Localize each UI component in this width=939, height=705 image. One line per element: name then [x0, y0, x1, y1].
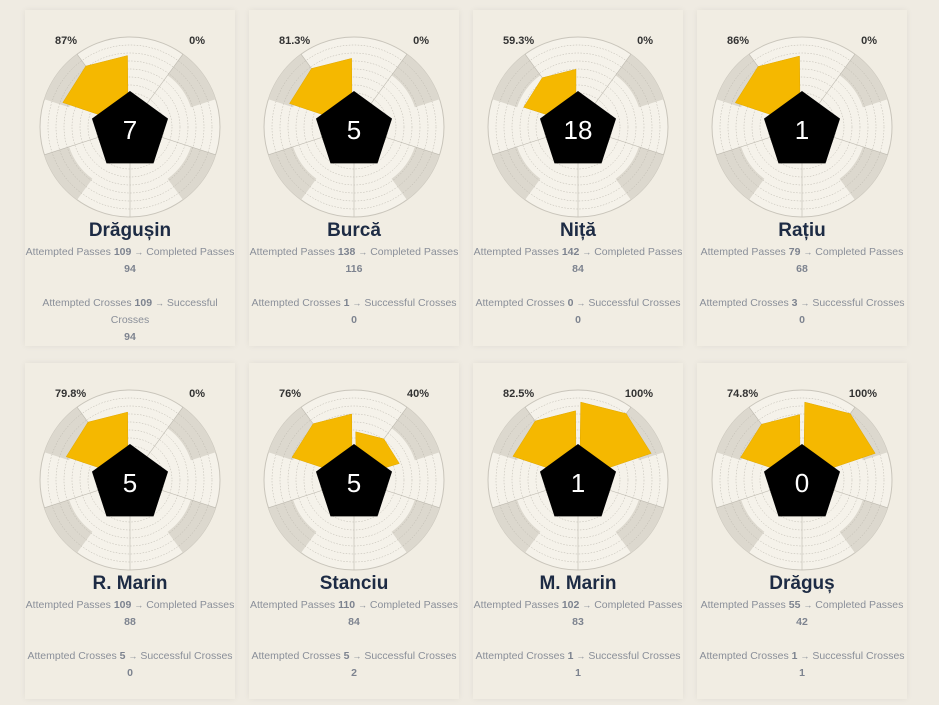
left-percentage: 74.8% — [727, 388, 759, 400]
passes-stat: Attempted Passes 110 → Completed Passes … — [249, 599, 459, 628]
passes-stat: Attempted Passes 138 → Completed Passes … — [249, 246, 459, 275]
player-name: Rațiu — [778, 220, 826, 241]
left-percentage: 81.3% — [279, 35, 311, 47]
jersey-number: 1 — [795, 115, 809, 145]
player-name: R. Marin — [92, 573, 168, 594]
jersey-number: 0 — [795, 468, 809, 498]
right-percentage: 0% — [413, 35, 429, 47]
passes-stat: Attempted Passes 55 → Completed Passes 4… — [700, 599, 904, 628]
crosses-stat: Attempted Crosses 1 → Successful Crosses… — [475, 650, 681, 679]
crosses-stat: Attempted Crosses 0 → Successful Crosses… — [475, 297, 681, 326]
player-grid: 87% 0% Drăgușin Attempted Passes 109 → C… — [25, 10, 907, 699]
player-card: 79.8% 0% R. Marin Attempted Passes 109 →… — [25, 363, 235, 699]
left-percentage: 86% — [727, 35, 750, 47]
passing-radar-chart: 18 — [487, 36, 669, 218]
player-name: Stanciu — [319, 573, 389, 594]
center-pentagon — [763, 444, 841, 517]
player-name: Drăguș — [769, 573, 835, 594]
passing-radar-chart: 1 — [711, 36, 893, 218]
jersey-number: 18 — [564, 115, 593, 145]
center-pentagon — [91, 444, 169, 517]
crosses-stat: Attempted Crosses 5 → Successful Crosses… — [251, 650, 457, 679]
crosses-stat: Attempted Crosses 109 → Successful Cross… — [42, 297, 218, 343]
right-percentage: 0% — [189, 388, 205, 400]
player-card: 86% 0% Rațiu Attempted Passes 79 → Compl… — [697, 10, 907, 346]
center-pentagon — [315, 444, 393, 517]
passing-radar-chart: 7 — [39, 36, 221, 218]
crosses-stat: Attempted Crosses 1 → Successful Crosses… — [251, 297, 457, 326]
right-percentage: 40% — [406, 388, 429, 400]
passing-radar-chart: 5 — [39, 389, 221, 571]
player-name: Niță — [560, 220, 596, 241]
player-card: 82.5% 100% M. Marin Attempted Passes 102… — [473, 363, 683, 699]
right-percentage: 0% — [861, 35, 877, 47]
right-percentage: 100% — [624, 388, 653, 400]
passing-radar-chart: 1 — [487, 389, 669, 571]
left-percentage: 59.3% — [503, 35, 535, 47]
left-percentage: 79.8% — [55, 388, 87, 400]
right-percentage: 100% — [848, 388, 877, 400]
center-pentagon — [91, 91, 169, 164]
crosses-stat: Attempted Crosses 5 → Successful Crosses… — [27, 650, 233, 679]
player-name: M. Marin — [539, 573, 617, 594]
crosses-stat: Attempted Crosses 1 → Successful Crosses… — [699, 650, 905, 679]
player-card: 74.8% 100% Drăguș Attempted Passes 55 → … — [697, 363, 907, 699]
passing-radar-chart: 0 — [711, 389, 893, 571]
passes-stat: Attempted Passes 142 → Completed Passes … — [473, 246, 683, 275]
jersey-number: 5 — [347, 468, 361, 498]
player-name: Drăgușin — [88, 220, 172, 241]
center-pentagon — [539, 444, 617, 517]
center-pentagon — [315, 91, 393, 164]
passes-stat: Attempted Passes 109 → Completed Passes … — [25, 599, 235, 628]
jersey-number: 5 — [347, 115, 361, 145]
center-pentagon — [763, 91, 841, 164]
passes-stat: Attempted Passes 109 → Completed Passes … — [25, 246, 235, 275]
player-card: 87% 0% Drăgușin Attempted Passes 109 → C… — [25, 10, 235, 346]
jersey-number: 1 — [571, 468, 585, 498]
passing-radar-chart: 5 — [263, 389, 445, 571]
jersey-number: 5 — [123, 468, 137, 498]
player-card: 59.3% 0% Niță Attempted Passes 142 → Com… — [473, 10, 683, 346]
right-percentage: 0% — [637, 35, 653, 47]
player-card: 76% 40% Stanciu Attempted Passes 110 → C… — [249, 363, 459, 699]
left-percentage: 76% — [279, 388, 302, 400]
center-pentagon — [539, 91, 617, 164]
player-card: 81.3% 0% Burcă Attempted Passes 138 → Co… — [249, 10, 459, 346]
right-percentage: 0% — [189, 35, 205, 47]
crosses-stat: Attempted Crosses 3 → Successful Crosses… — [699, 297, 905, 326]
passing-radar-chart: 5 — [263, 36, 445, 218]
passes-stat: Attempted Passes 79 → Completed Passes 6… — [700, 246, 904, 275]
player-name: Burcă — [327, 220, 381, 241]
jersey-number: 7 — [123, 115, 137, 145]
left-percentage: 87% — [55, 35, 78, 47]
passes-stat: Attempted Passes 102 → Completed Passes … — [473, 599, 683, 628]
left-percentage: 82.5% — [503, 388, 535, 400]
